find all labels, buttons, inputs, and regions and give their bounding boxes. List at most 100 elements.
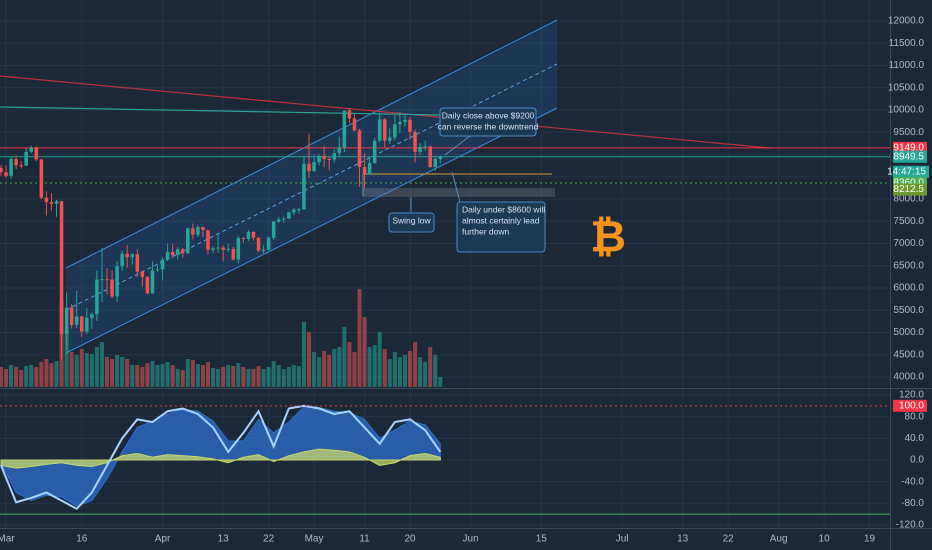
volume-bar [44,359,49,387]
volume-bar [24,366,29,387]
volume-bar [342,327,347,387]
candle-body [49,202,54,204]
annotation-text: Daily under $8600 will [462,204,545,214]
candle-body [186,228,190,254]
candle-body [216,247,220,249]
annotation-text: almost certainly lead [462,215,540,225]
volume-bar [140,367,145,387]
y-tick-label: -80.0 [901,498,924,509]
volume-bar [377,332,382,387]
candle-body [433,158,438,167]
y-tick-label: 80.0 [905,411,925,422]
volume-bar [185,359,190,387]
channel-lower [65,107,558,354]
candle-body [196,227,200,235]
volume-bar [276,365,281,387]
volume-bar [301,322,306,387]
candle-body [165,251,170,260]
candle-body [54,201,59,204]
candle-body [175,249,180,256]
candle-body [34,147,39,160]
volume-bar [337,347,342,387]
volume-bar [362,317,367,387]
candle-body [292,209,296,213]
y-tick-label: 10500.0 [888,82,925,93]
candle-body [337,147,342,154]
candle-body [95,279,99,315]
candle-body [312,162,316,171]
candle-body [110,279,114,297]
price-tag-label: 9149.0 [893,143,924,154]
volume-bar [291,365,296,387]
y-tick-label: 120.0 [899,390,924,401]
volume-bar [251,369,256,387]
candle-body [85,317,89,332]
candle-body [281,218,286,220]
oscillator-pane [0,390,890,528]
volume-bar [231,366,236,387]
volume-bar [69,352,74,387]
volume-bar [110,359,115,387]
candle-body [105,279,109,281]
y-tick-label: 5500.0 [893,305,924,316]
y-tick-label: 6500.0 [893,260,924,271]
candle-body [382,119,387,141]
volume-bar [372,345,377,387]
candle-body [59,201,64,334]
volume-bar [271,361,276,387]
volume-bar [286,367,291,387]
volume-bar [241,367,246,387]
candle-body [352,118,357,131]
volume-bar [266,367,271,387]
candle-body [90,314,94,318]
candle-body [287,212,291,219]
y-tick-label: 7500.0 [893,216,924,227]
volume-bar [423,362,428,387]
volume-bar [180,370,185,387]
x-tick-label: Aug [770,534,788,545]
candle-body [155,269,160,271]
candle-body [14,158,18,166]
candle-body [201,227,205,231]
x-tick-label: 15 [536,534,548,545]
candle-body [115,266,119,297]
annotation-box [439,107,537,137]
volume-bar [296,366,301,387]
volume-bar [104,357,110,387]
candle-body [393,124,397,138]
oscillator-line [0,404,442,511]
volume-bar [332,349,337,387]
volume-bar [0,367,3,387]
x-tick-label: 13 [677,534,689,545]
volume-bar [84,353,89,387]
candle-body [377,119,382,141]
candle-body [29,147,34,152]
x-tick-label: Mar [0,534,15,545]
level-tag [893,399,927,412]
candle-body [150,270,155,294]
callout-line [451,171,461,203]
x-tick-label: 13 [218,534,230,545]
volume-bar [120,357,125,387]
y-tick-label: 12000.0 [888,16,925,27]
candle-body [266,237,271,250]
volume-bar [312,352,317,387]
volume-bar [145,363,150,387]
candle-body [100,279,104,281]
candle-body [130,254,135,258]
volume-bar [160,364,165,387]
annotation-box [456,201,546,253]
x-tick-label: 20 [404,534,416,545]
volume-bar [49,363,54,387]
volume-bar [256,366,261,387]
volume-bar [226,365,231,387]
candle-body [322,155,326,159]
candle-body [231,248,236,260]
volume-bar [64,327,69,387]
y-tick-label: 40.0 [905,433,925,444]
candle-body [317,155,321,163]
x-tick-label: Jul [616,534,629,545]
candle-body [74,316,79,325]
